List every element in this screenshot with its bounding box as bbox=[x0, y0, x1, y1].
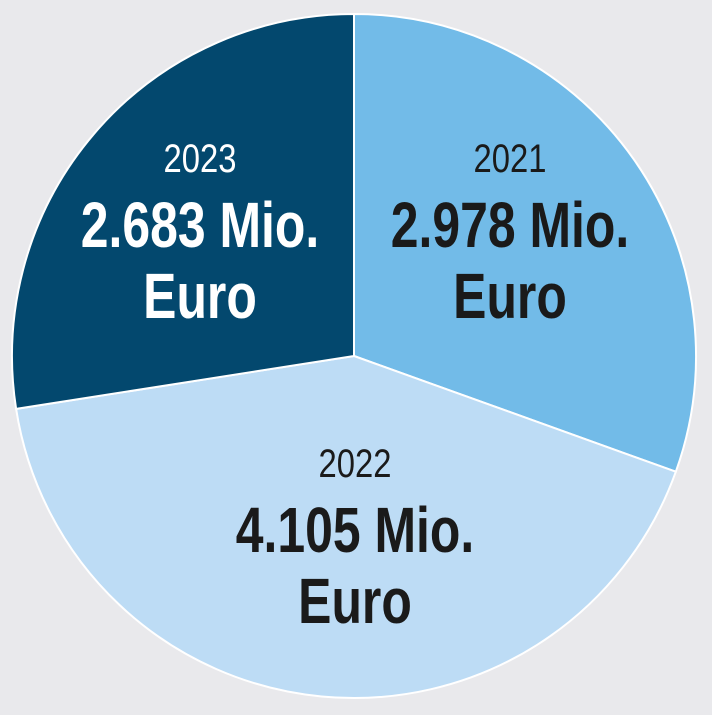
slice-label-year-2023: 2023 bbox=[164, 136, 237, 181]
slice-label-value-2021: 2.978 Mio. bbox=[391, 190, 630, 261]
slice-label-year-2022: 2022 bbox=[319, 441, 392, 486]
slice-label-value-2022: 4.105 Mio. bbox=[236, 495, 475, 566]
slice-label-unit-2023: Euro bbox=[143, 261, 257, 332]
pie-slice-2022 bbox=[14, 354, 678, 699]
pie-slice-2021 bbox=[353, 12, 697, 473]
slice-label-value-2023: 2.683 Mio. bbox=[81, 190, 320, 261]
slice-label-year-2021: 2021 bbox=[474, 136, 547, 181]
pie-slice-2023 bbox=[11, 12, 355, 411]
slice-label-unit-2021: Euro bbox=[453, 261, 567, 332]
slice-label-unit-2022: Euro bbox=[298, 566, 412, 637]
